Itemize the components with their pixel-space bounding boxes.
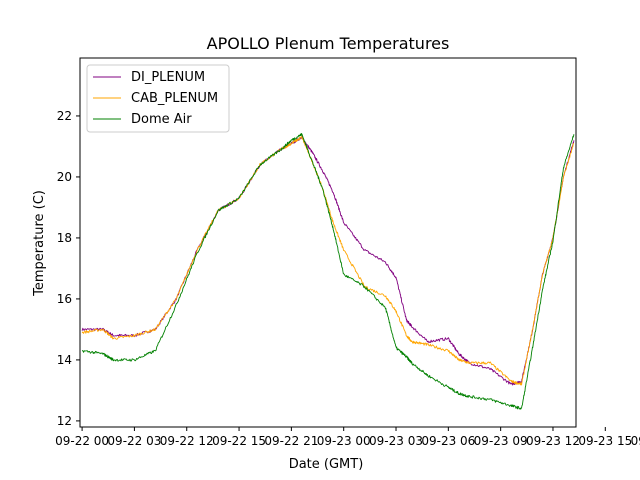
legend-label-di-plenum: DI_PLENUM — [131, 70, 205, 85]
series-lines — [81, 133, 575, 410]
legend-label-dome-air: Dome Air — [131, 112, 192, 127]
y-tick-label: 14 — [57, 353, 72, 367]
y-tick-label: 20 — [57, 170, 72, 184]
chart-title: APOLLO Plenum Temperatures — [207, 34, 450, 53]
x-tick-label: 09-23 12 — [526, 434, 580, 448]
y-tick-label: 18 — [57, 231, 72, 245]
x-tick-label: 09-22 21 — [264, 434, 318, 448]
series-line-cab-plenum — [81, 135, 575, 386]
y-tick-label: 22 — [57, 109, 72, 123]
x-tick-label: 09-22 12 — [160, 434, 214, 448]
x-tick-label: 09-23 00 — [317, 434, 371, 448]
x-tick-label: 09-23 15 — [578, 434, 632, 448]
y-tick-label: 16 — [57, 292, 72, 306]
plot-area — [79, 57, 577, 428]
y-tick-label: 12 — [57, 414, 72, 428]
y-axis-label: Temperature (C) — [32, 190, 47, 297]
x-axis-label: Date (GMT) — [289, 457, 364, 472]
x-tick-label: 09-23 06 — [421, 434, 475, 448]
x-tick-label: 09-23 03 — [369, 434, 423, 448]
legend: DI_PLENUM CAB_PLENUM Dome Air — [86, 64, 230, 133]
series-line-dome-air — [81, 133, 575, 410]
x-tick-label: 09-23 18 — [631, 434, 640, 448]
axes-frame — [79, 57, 577, 428]
legend-box — [86, 64, 230, 133]
x-tick-label: 09-22 03 — [107, 434, 161, 448]
x-tick-label: 09-23 09 — [474, 434, 528, 448]
y-axis-ticks: 12 14 16 18 20 22 — [57, 109, 80, 428]
x-tick-label: 09-22 15 — [212, 434, 266, 448]
legend-label-cab-plenum: CAB_PLENUM — [131, 91, 218, 106]
x-tick-label: 09-22 00 — [55, 434, 109, 448]
